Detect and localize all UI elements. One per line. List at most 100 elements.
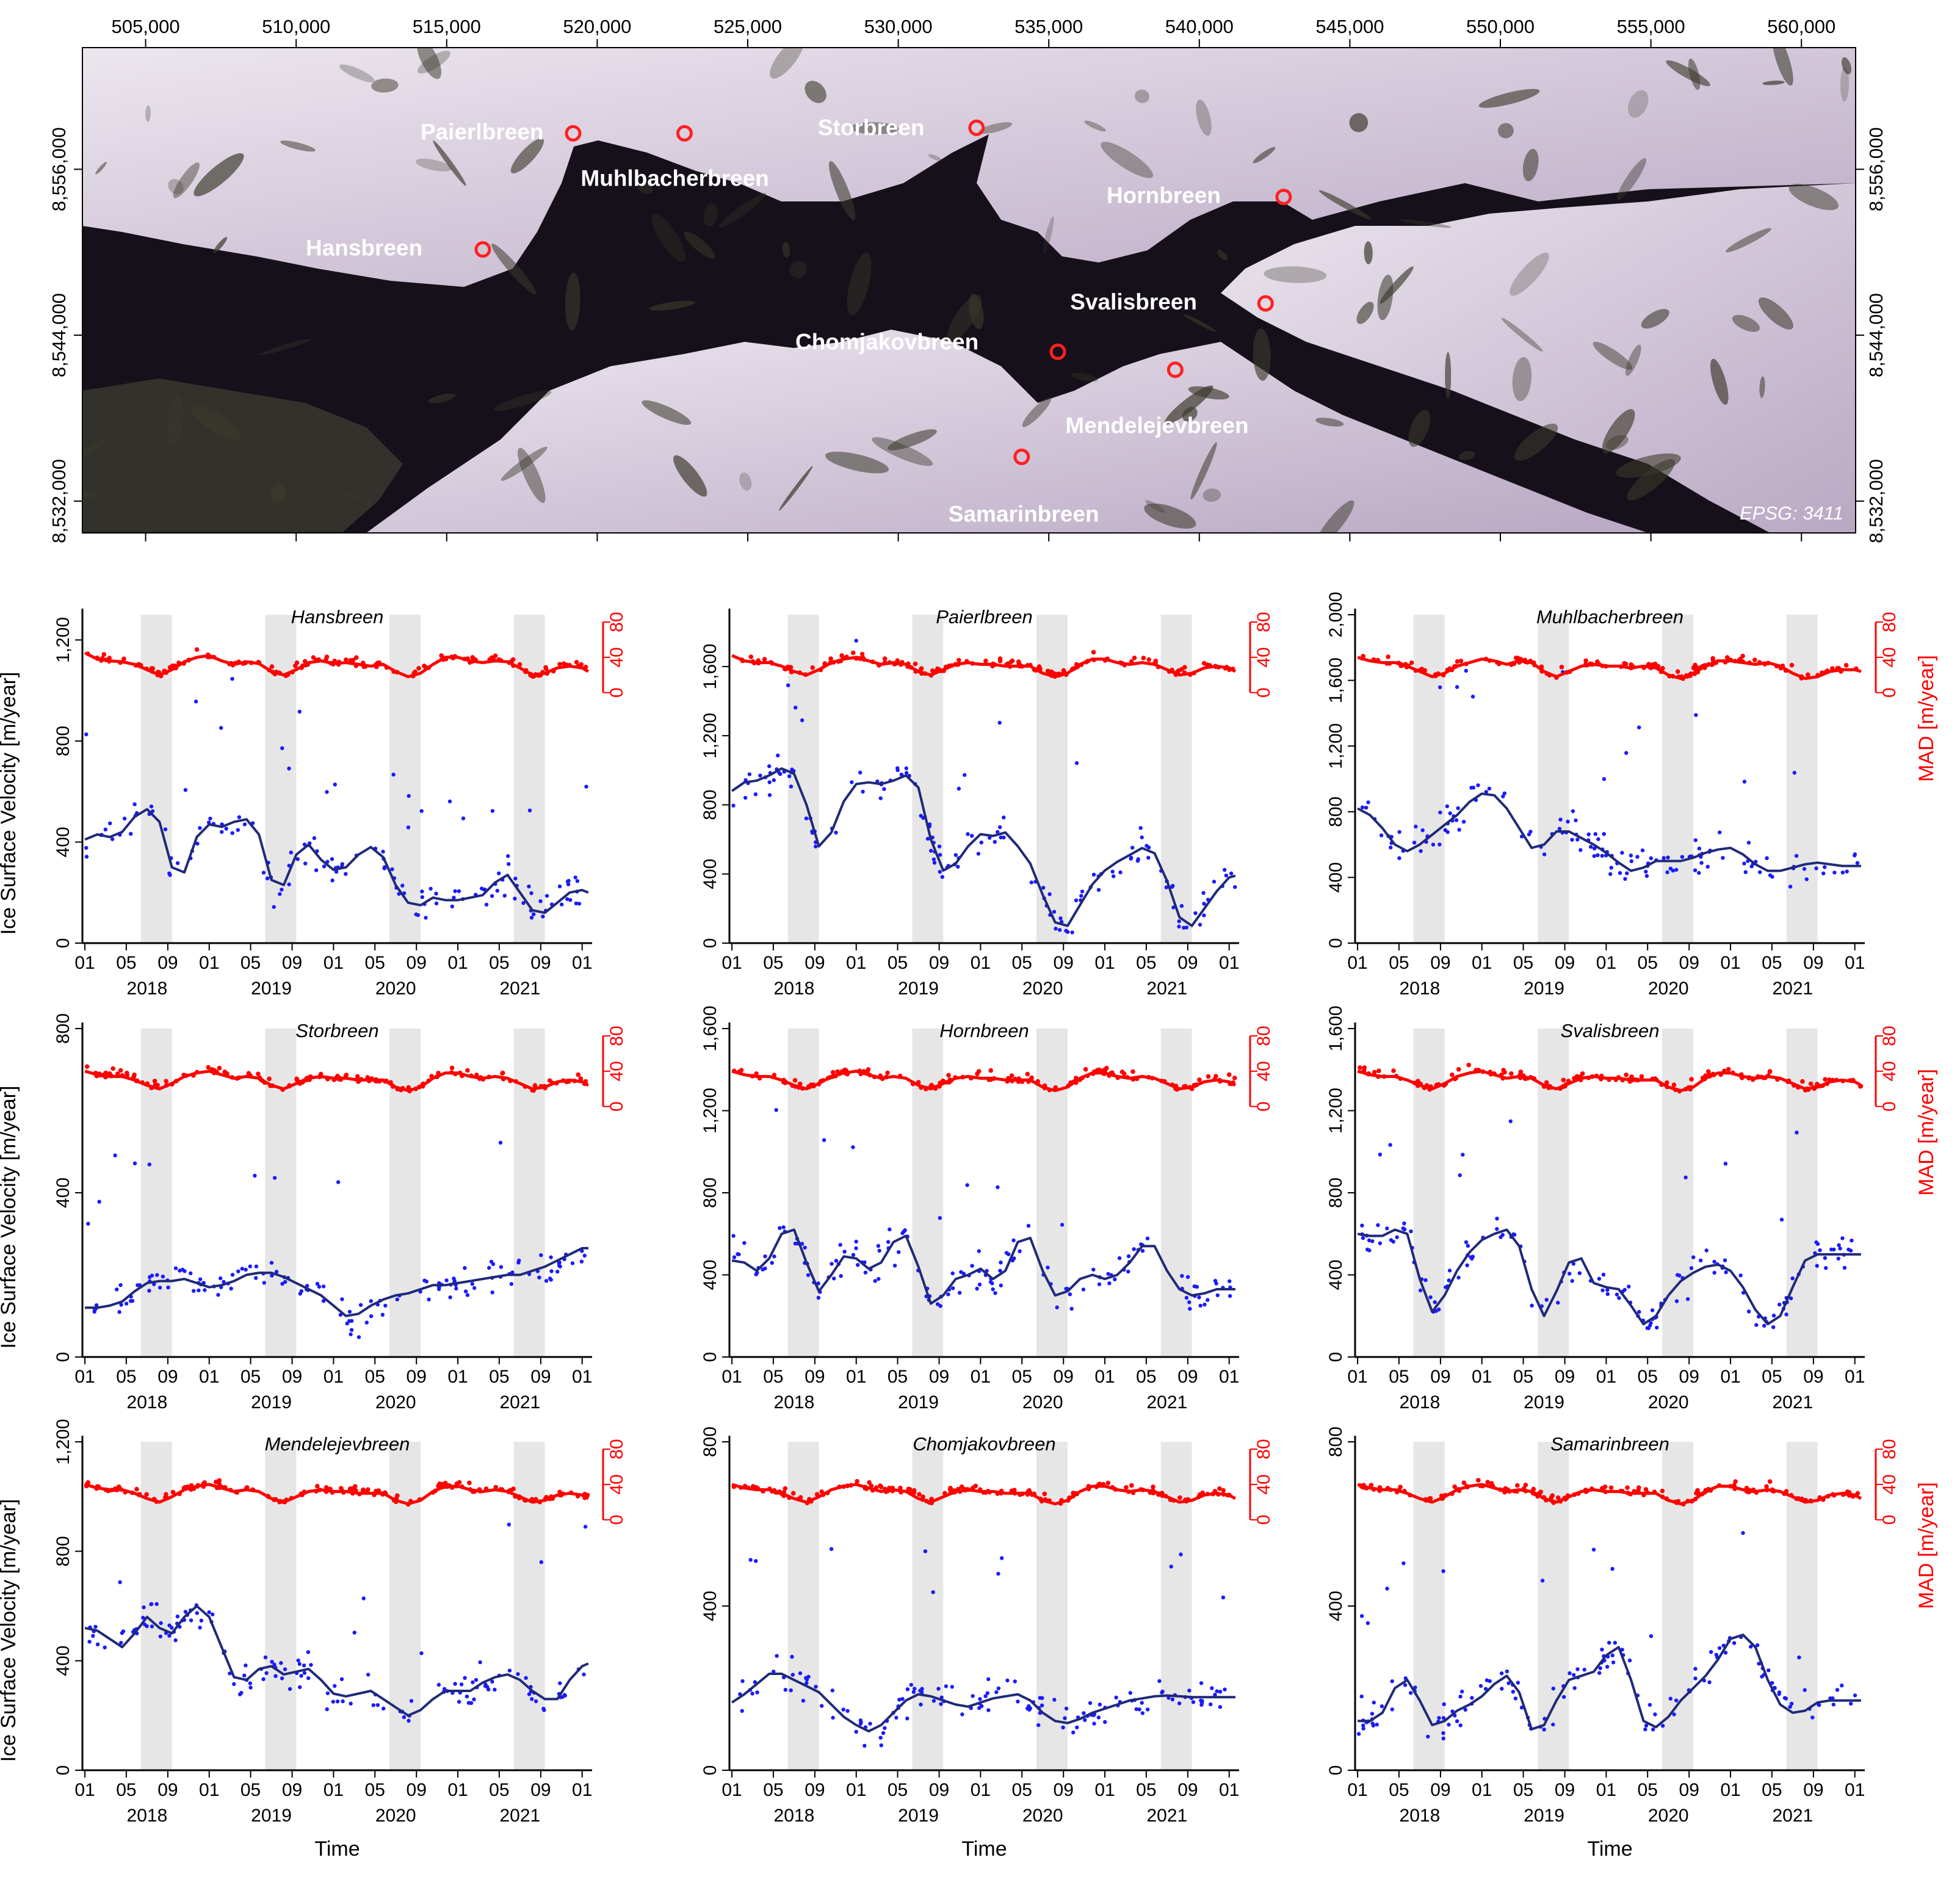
velocity-point (544, 1279, 549, 1283)
velocity-point (97, 1199, 101, 1204)
velocity-point (203, 1288, 207, 1292)
velocity-point (122, 816, 127, 821)
velocity-point (1130, 845, 1135, 850)
velocity-point (1512, 1232, 1517, 1237)
velocity-point (1589, 845, 1593, 849)
velocity-point (805, 1681, 809, 1685)
mad-point (164, 1492, 168, 1497)
velocity-point (1697, 846, 1702, 851)
velocity-point (1502, 791, 1506, 795)
glacier-label: Chomjakovbreen (795, 329, 978, 354)
velocity-point (189, 1618, 193, 1623)
month-label: 05 (1136, 1367, 1156, 1387)
ytick-label: 1,600 (1326, 657, 1346, 703)
month-label: 05 (489, 953, 509, 973)
velocity-point (1370, 1721, 1375, 1726)
velocity-point (816, 1281, 820, 1286)
velocity-point (1199, 1681, 1204, 1685)
melt-season-band (1786, 1029, 1818, 1357)
velocity-point (851, 1145, 855, 1149)
mad-point (465, 1068, 470, 1073)
melt-season-band (1160, 615, 1192, 943)
x-axis-label: Time (961, 1837, 1007, 1861)
velocity-point (466, 1701, 471, 1705)
month-label: 05 (1012, 953, 1032, 973)
year-label: 2020 (375, 979, 416, 999)
rock-ridge (1101, 142, 1154, 178)
map-ytick-label-left: 8,532,000 (48, 459, 70, 543)
velocity-point (427, 1297, 431, 1301)
mad-point (1789, 662, 1795, 668)
velocity-point (798, 1671, 803, 1676)
velocity-point (1620, 850, 1624, 855)
velocity-point (1723, 1258, 1727, 1262)
velocity-point (1712, 1259, 1716, 1264)
velocity-point (1597, 1671, 1602, 1675)
velocity-point (1041, 886, 1046, 890)
velocity-point (879, 1743, 884, 1748)
velocity-point (154, 1602, 159, 1606)
month-label: 01 (1596, 953, 1616, 973)
velocity-point (406, 825, 411, 830)
velocity-point (1461, 1152, 1465, 1157)
velocity-point (786, 683, 790, 687)
rock-ridge (1772, 48, 1793, 86)
rock-ridge (82, 436, 110, 470)
mad-point (1625, 1485, 1630, 1490)
velocity-point (1356, 1732, 1361, 1736)
year-label: 2019 (251, 979, 292, 999)
mad-point (511, 1486, 516, 1491)
velocity-point (1092, 1721, 1096, 1726)
velocity-point (1447, 1723, 1451, 1727)
month-label: 09 (1555, 953, 1575, 973)
year-label: 2020 (375, 1392, 416, 1413)
mad-point (1386, 654, 1390, 659)
velocity-point (490, 809, 495, 813)
velocity-point (830, 1262, 834, 1266)
month-label: 09 (1054, 1780, 1074, 1800)
velocity-point (274, 1270, 279, 1274)
velocity-point (1622, 1287, 1627, 1292)
velocity-point (783, 1688, 788, 1692)
glacier-label: Muhlbacherbreen (580, 165, 768, 190)
velocity-point (192, 1289, 196, 1293)
velocity-point (1797, 1655, 1801, 1660)
velocity-point (120, 1631, 125, 1635)
velocity-point (958, 1290, 962, 1295)
year-label: 2021 (1147, 1806, 1188, 1826)
velocity-point (1683, 1175, 1688, 1180)
glacier-marker (968, 119, 985, 136)
velocity-point (207, 1610, 211, 1615)
velocity-point (1375, 1723, 1379, 1727)
velocity-point (335, 1699, 340, 1704)
velocity-point (189, 1271, 193, 1276)
rock-ridge (168, 179, 184, 195)
mad-point (911, 1488, 917, 1493)
glacier-marker (1049, 343, 1066, 360)
velocity-point (248, 1264, 252, 1268)
velocity-point (1495, 1217, 1499, 1221)
month-label: 01 (1347, 953, 1367, 973)
mad-point (1671, 1082, 1677, 1087)
velocity-point (239, 1691, 244, 1695)
mad-point (1561, 1077, 1566, 1083)
velocity-point (986, 1708, 991, 1712)
velocity-point (856, 1263, 860, 1267)
velocity-point (1408, 1691, 1413, 1695)
panel-hornbreen: 0 400 800 1,200 1,600 0 40 80 01 05 09 01 05 09 01 05 09… (700, 1005, 1274, 1413)
velocity-point (167, 1634, 172, 1638)
velocity-point (929, 848, 933, 853)
velocity-point (1542, 852, 1547, 856)
rock-ridge (1364, 241, 1373, 264)
velocity-point (1185, 1275, 1190, 1279)
velocity-point (1117, 1256, 1122, 1261)
velocity-point (999, 835, 1003, 840)
velocity-point (527, 808, 532, 812)
velocity-point (731, 803, 736, 808)
panel-storbreen: 0 400 800 0 40 80 01 05 09 01 05 09 01 05 09 01 05 09 01 20… (0, 1013, 627, 1413)
mad-tick-label: 80 (1879, 1439, 1900, 1459)
velocity-point (142, 1605, 146, 1610)
velocity-point (150, 1624, 154, 1629)
ytick-label: 800 (53, 1013, 73, 1044)
